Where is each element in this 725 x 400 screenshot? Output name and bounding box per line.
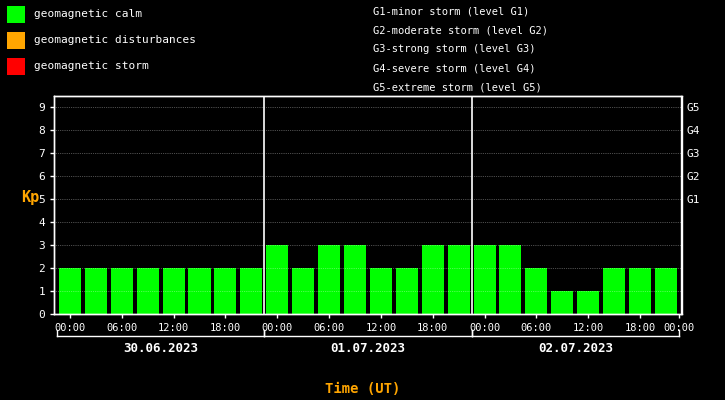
- Bar: [188, 268, 210, 314]
- Bar: [59, 268, 81, 314]
- Text: geomagnetic calm: geomagnetic calm: [34, 10, 142, 20]
- Bar: [370, 268, 392, 314]
- Bar: [318, 245, 340, 314]
- Bar: [111, 268, 133, 314]
- Text: 30.06.2023: 30.06.2023: [123, 342, 198, 355]
- Bar: [422, 245, 444, 314]
- Bar: [526, 268, 547, 314]
- Text: G1-minor storm (level G1): G1-minor storm (level G1): [373, 6, 530, 16]
- Bar: [85, 268, 107, 314]
- Bar: [447, 245, 470, 314]
- Text: geomagnetic storm: geomagnetic storm: [34, 62, 149, 72]
- Text: geomagnetic disturbances: geomagnetic disturbances: [34, 36, 196, 46]
- Bar: [629, 268, 651, 314]
- Bar: [396, 268, 418, 314]
- Bar: [655, 268, 677, 314]
- Text: Time (UT): Time (UT): [325, 382, 400, 396]
- Text: G5-extreme storm (level G5): G5-extreme storm (level G5): [373, 83, 542, 93]
- Text: G2-moderate storm (level G2): G2-moderate storm (level G2): [373, 25, 548, 35]
- Text: 02.07.2023: 02.07.2023: [538, 342, 613, 355]
- Bar: [266, 245, 289, 314]
- Text: G4-severe storm (level G4): G4-severe storm (level G4): [373, 64, 536, 74]
- Bar: [215, 268, 236, 314]
- Text: G3-strong storm (level G3): G3-strong storm (level G3): [373, 44, 536, 54]
- Bar: [577, 291, 600, 314]
- Bar: [344, 245, 366, 314]
- Bar: [240, 268, 262, 314]
- Bar: [292, 268, 314, 314]
- Bar: [500, 245, 521, 314]
- Bar: [603, 268, 625, 314]
- Bar: [473, 245, 496, 314]
- Bar: [162, 268, 185, 314]
- Text: 01.07.2023: 01.07.2023: [331, 342, 405, 355]
- Bar: [551, 291, 573, 314]
- Y-axis label: Kp: Kp: [21, 190, 39, 205]
- Bar: [136, 268, 159, 314]
